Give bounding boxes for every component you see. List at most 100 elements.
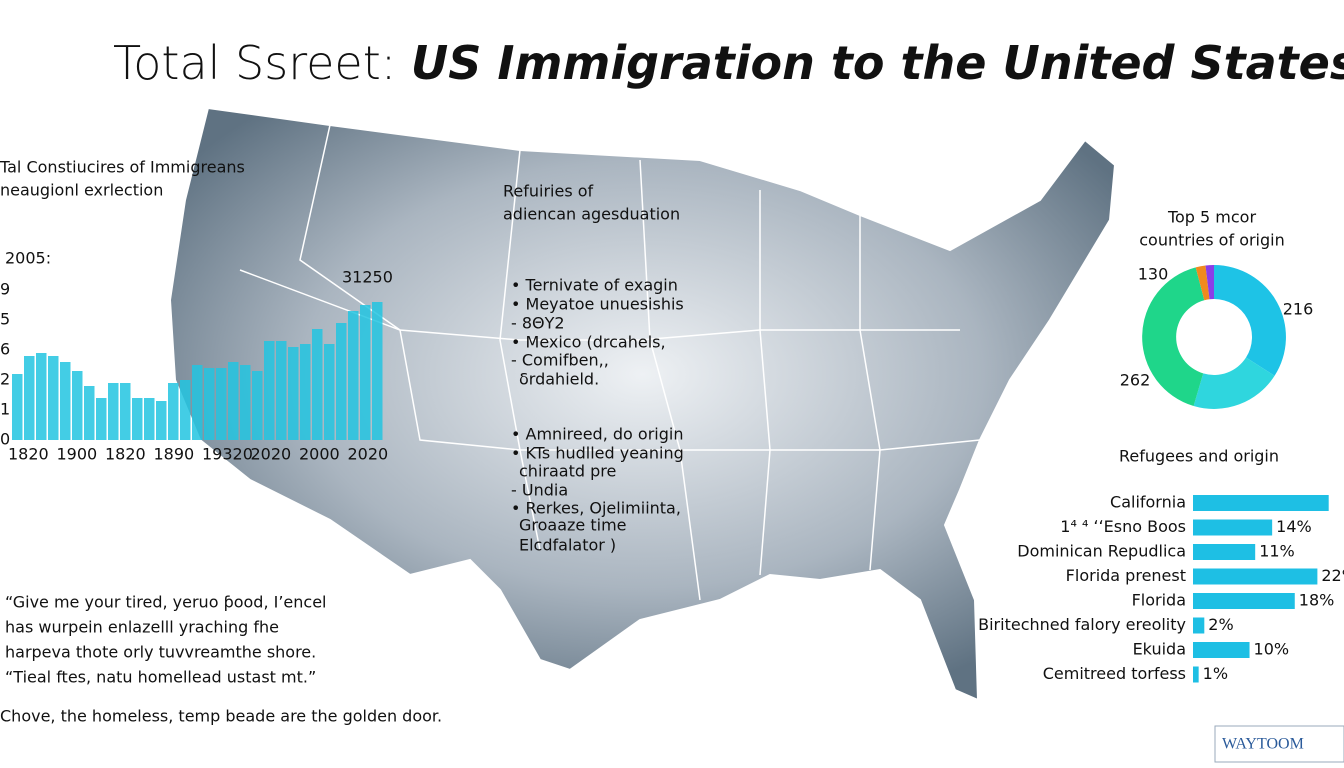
- x-label: 1820: [105, 445, 146, 464]
- bar: [1193, 617, 1205, 634]
- value-label: 2%: [1208, 615, 1233, 634]
- bar: [60, 362, 71, 440]
- y-label: 5: [0, 310, 10, 329]
- y-label: 6: [0, 340, 10, 359]
- bar: [156, 401, 167, 440]
- bar: [324, 344, 335, 440]
- map-note: • KTs hudlled yeaning: [511, 444, 684, 463]
- y-label: 1: [0, 400, 10, 419]
- bar: [300, 344, 311, 440]
- category-label: California: [1110, 493, 1186, 512]
- map-note: - 8ΘY2: [511, 314, 565, 333]
- map-note: chiraatd pre: [519, 462, 616, 481]
- logo: WAYTOOM: [1222, 736, 1304, 753]
- bar: [36, 353, 47, 440]
- bar: [1193, 495, 1329, 511]
- value-label: 22%: [1321, 566, 1344, 585]
- y-label: 2: [0, 370, 10, 389]
- title: Total Ssreet: US Immigration to the Unit…: [113, 36, 1344, 90]
- value-label: 10%: [1254, 640, 1290, 659]
- bar: [348, 311, 359, 440]
- bar: [24, 356, 35, 440]
- bar: [372, 302, 383, 440]
- donut-slice: [1195, 265, 1210, 301]
- bar: [276, 341, 287, 440]
- x-label: 2000: [299, 445, 340, 464]
- slice-label: 262: [1120, 371, 1151, 390]
- y-label: 0: [0, 430, 10, 449]
- chart-title: Refugees and origin: [1119, 447, 1279, 466]
- bar: [204, 368, 215, 440]
- map-note: • Mexico (drcahels,: [511, 333, 666, 352]
- quote-line: “Give me your tired, yeruo ƥood, I’encel: [5, 593, 327, 612]
- slice-label: 130: [1138, 265, 1169, 284]
- bar: [108, 383, 119, 440]
- bar: [216, 368, 227, 440]
- value-label: 14%: [1276, 517, 1312, 536]
- bar: [132, 398, 143, 440]
- donut-slice: [1193, 357, 1275, 409]
- chart-title: Top 5 mcor: [1167, 208, 1257, 227]
- map-note: • Meyatoe unuesishis: [511, 295, 684, 314]
- category-label: Florida prenest: [1066, 566, 1186, 585]
- x-label: 1900: [57, 445, 98, 464]
- bar: [48, 356, 59, 440]
- category-label: Florida: [1132, 591, 1186, 610]
- map-heading: adiencan agesduation: [503, 205, 680, 224]
- x-label: 1820: [8, 445, 49, 464]
- quote-line: harpeva thote orly tuvvreamthe shore.: [5, 643, 316, 662]
- map-note: • Rerkes, Ojelimiinta,: [511, 499, 681, 518]
- bar: [12, 374, 23, 440]
- bar: [336, 323, 347, 440]
- donut-slice: [1142, 267, 1205, 406]
- map-note: • Amnireed, do origin: [511, 425, 683, 444]
- map-note: - Undia: [511, 481, 568, 500]
- map-note: • Ternivate of exagin: [511, 276, 678, 295]
- chart-title: Tal Constiucires of Immigreans: [0, 158, 245, 177]
- title-bold: US Immigration to the United States: [411, 36, 1344, 90]
- map-heading: Refuiries of: [503, 182, 594, 201]
- y-label: 9: [0, 280, 10, 299]
- title-light: Total Ssreet:: [113, 36, 411, 90]
- map-note: δrdahield.: [519, 370, 599, 389]
- slice-label: 216: [1283, 300, 1314, 319]
- bar: [1193, 519, 1273, 536]
- chart-title: countries of origin: [1139, 231, 1285, 250]
- bar: [240, 365, 251, 440]
- category-label: Dominican Repudlica: [1017, 542, 1186, 561]
- quote-line: “Tieal ftes, natu homellead ustast mt.”: [5, 668, 316, 687]
- logo-box: [1214, 725, 1344, 763]
- category-label: Biritechned falory ereolity: [978, 615, 1186, 634]
- bar: [360, 305, 371, 440]
- value-label: 1%: [1203, 664, 1228, 683]
- bar: [1193, 666, 1199, 683]
- bar: [180, 380, 191, 440]
- donut-slice: [1214, 265, 1286, 376]
- value-label: 18%: [1299, 591, 1335, 610]
- annotation: 31250: [342, 268, 393, 287]
- bar: [252, 371, 263, 440]
- subtitle: 2005:: [5, 249, 51, 268]
- bar: [1193, 568, 1318, 585]
- bar: [1193, 544, 1256, 560]
- state-borders: [239, 124, 981, 601]
- bar: [144, 398, 155, 440]
- bar: [192, 365, 203, 440]
- bar: [288, 347, 299, 440]
- map-note: - Comifben,,: [511, 351, 609, 370]
- footer: Chove, the homeless, temp beade are the …: [0, 707, 442, 726]
- x-label: 19320: [202, 445, 253, 464]
- bar: [1193, 593, 1295, 609]
- x-label: 1890: [154, 445, 195, 464]
- map-note: Elcdfalator ): [519, 536, 616, 555]
- category-label: Cemitreed torfess: [1043, 664, 1186, 683]
- bar: [228, 362, 239, 440]
- value-label: 11%: [1259, 542, 1295, 561]
- bar: [72, 371, 83, 440]
- chart-title: neaugionl exrlection: [0, 181, 163, 200]
- bar: [96, 398, 107, 440]
- category-label: 1⁴ ⁴ ʻʻEsno Boos: [1060, 517, 1186, 536]
- us-map: [168, 106, 1117, 702]
- bar: [312, 329, 323, 440]
- bar: [1193, 642, 1250, 658]
